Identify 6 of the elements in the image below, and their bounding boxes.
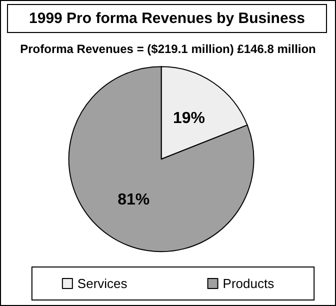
- chart-title: 1999 Pro forma Revenues by Business: [7, 4, 327, 33]
- data-label: 81%: [118, 191, 150, 208]
- chart-subtitle: Proforma Revenues = ($219.1 million) £146.8 million: [20, 42, 316, 56]
- legend-label: Services: [77, 276, 128, 291]
- legend-label: Products: [222, 276, 275, 291]
- data-label: 19%: [172, 110, 205, 127]
